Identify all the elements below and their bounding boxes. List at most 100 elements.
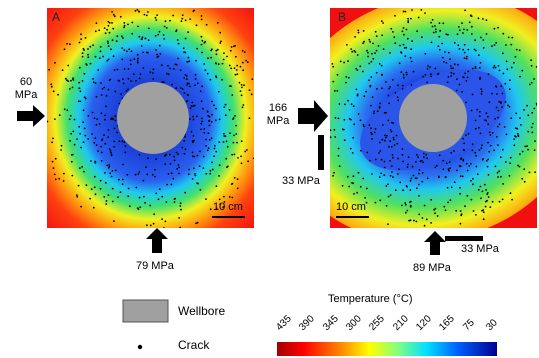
- crack: [58, 177, 61, 180]
- crack: [63, 172, 65, 175]
- crack: [343, 118, 346, 121]
- crack: [139, 73, 142, 76]
- crack: [382, 22, 384, 24]
- crack: [379, 150, 382, 152]
- crack: [343, 61, 345, 64]
- crack: [370, 60, 373, 63]
- crack: [458, 48, 461, 50]
- crack: [203, 131, 206, 134]
- crack: [167, 64, 169, 67]
- crack: [179, 205, 182, 207]
- crack: [511, 36, 514, 39]
- crack: [210, 56, 213, 59]
- crack: [100, 145, 102, 148]
- crack: [103, 86, 106, 89]
- crack: [238, 81, 241, 84]
- crack: [156, 14, 159, 16]
- crack: [421, 180, 424, 183]
- crack: [371, 96, 374, 98]
- crack: [235, 69, 238, 71]
- crack: [214, 62, 217, 64]
- crack: [530, 81, 533, 84]
- crack: [430, 21, 432, 24]
- crack: [48, 68, 50, 71]
- crack: [463, 43, 466, 46]
- crack: [371, 52, 373, 55]
- crack: [215, 185, 218, 188]
- crack: [446, 81, 449, 84]
- crack: [70, 160, 73, 163]
- crack: [356, 93, 359, 96]
- crack: [97, 69, 100, 71]
- crack: [151, 173, 154, 176]
- crack: [235, 124, 238, 127]
- crack: [496, 171, 499, 174]
- crack: [418, 183, 420, 186]
- crack: [215, 49, 218, 52]
- crack: [380, 158, 383, 161]
- crack: [78, 167, 81, 170]
- crack: [217, 90, 220, 93]
- crack: [509, 79, 511, 82]
- crack: [404, 10, 407, 13]
- stress-label: 33 MPa: [461, 243, 499, 255]
- crack: [443, 60, 445, 63]
- crack: [363, 125, 365, 128]
- crack: [139, 206, 142, 209]
- crack: [102, 55, 104, 58]
- crack: [104, 142, 107, 145]
- crack: [497, 116, 499, 119]
- crack: [468, 165, 471, 167]
- crack: [195, 24, 198, 27]
- crack: [144, 201, 147, 204]
- crack: [394, 42, 397, 45]
- crack: [98, 29, 100, 32]
- crack: [89, 45, 92, 48]
- crack: [99, 187, 102, 190]
- crack: [233, 67, 236, 70]
- crack: [482, 18, 484, 20]
- legend-wellbore-swatch: [122, 299, 169, 323]
- colorbar-title: Temperature (°C): [328, 293, 413, 305]
- crack: [129, 63, 132, 66]
- crack: [100, 112, 103, 115]
- crack: [164, 20, 167, 23]
- crack: [200, 35, 203, 38]
- crack: [455, 209, 458, 212]
- crack: [195, 115, 198, 118]
- crack: [489, 206, 492, 209]
- crack: [533, 149, 536, 152]
- crack: [466, 29, 469, 31]
- crack: [377, 45, 380, 47]
- crack: [387, 223, 389, 226]
- crack: [233, 134, 235, 137]
- crack: [112, 13, 115, 16]
- crack: [193, 167, 195, 170]
- crack: [408, 219, 410, 222]
- scale-label: 10 cm: [336, 201, 366, 213]
- crack: [396, 96, 399, 99]
- crack: [83, 170, 85, 173]
- crack: [357, 29, 360, 32]
- crack: [402, 189, 404, 192]
- crack: [80, 33, 82, 36]
- crack: [208, 120, 210, 123]
- crack: [369, 40, 371, 43]
- crack: [472, 183, 474, 186]
- crack: [128, 48, 131, 51]
- crack: [198, 165, 201, 168]
- crack: [149, 204, 152, 207]
- crack: [123, 22, 126, 24]
- crack: [165, 201, 168, 203]
- crack: [434, 25, 436, 27]
- crack: [151, 72, 154, 74]
- crack: [483, 183, 486, 186]
- crack: [186, 84, 189, 86]
- crack: [463, 51, 466, 54]
- crack: [201, 51, 203, 54]
- crack: [475, 154, 477, 157]
- crack: [104, 181, 107, 184]
- crack: [103, 134, 105, 137]
- crack: [107, 136, 110, 139]
- crack: [445, 162, 448, 165]
